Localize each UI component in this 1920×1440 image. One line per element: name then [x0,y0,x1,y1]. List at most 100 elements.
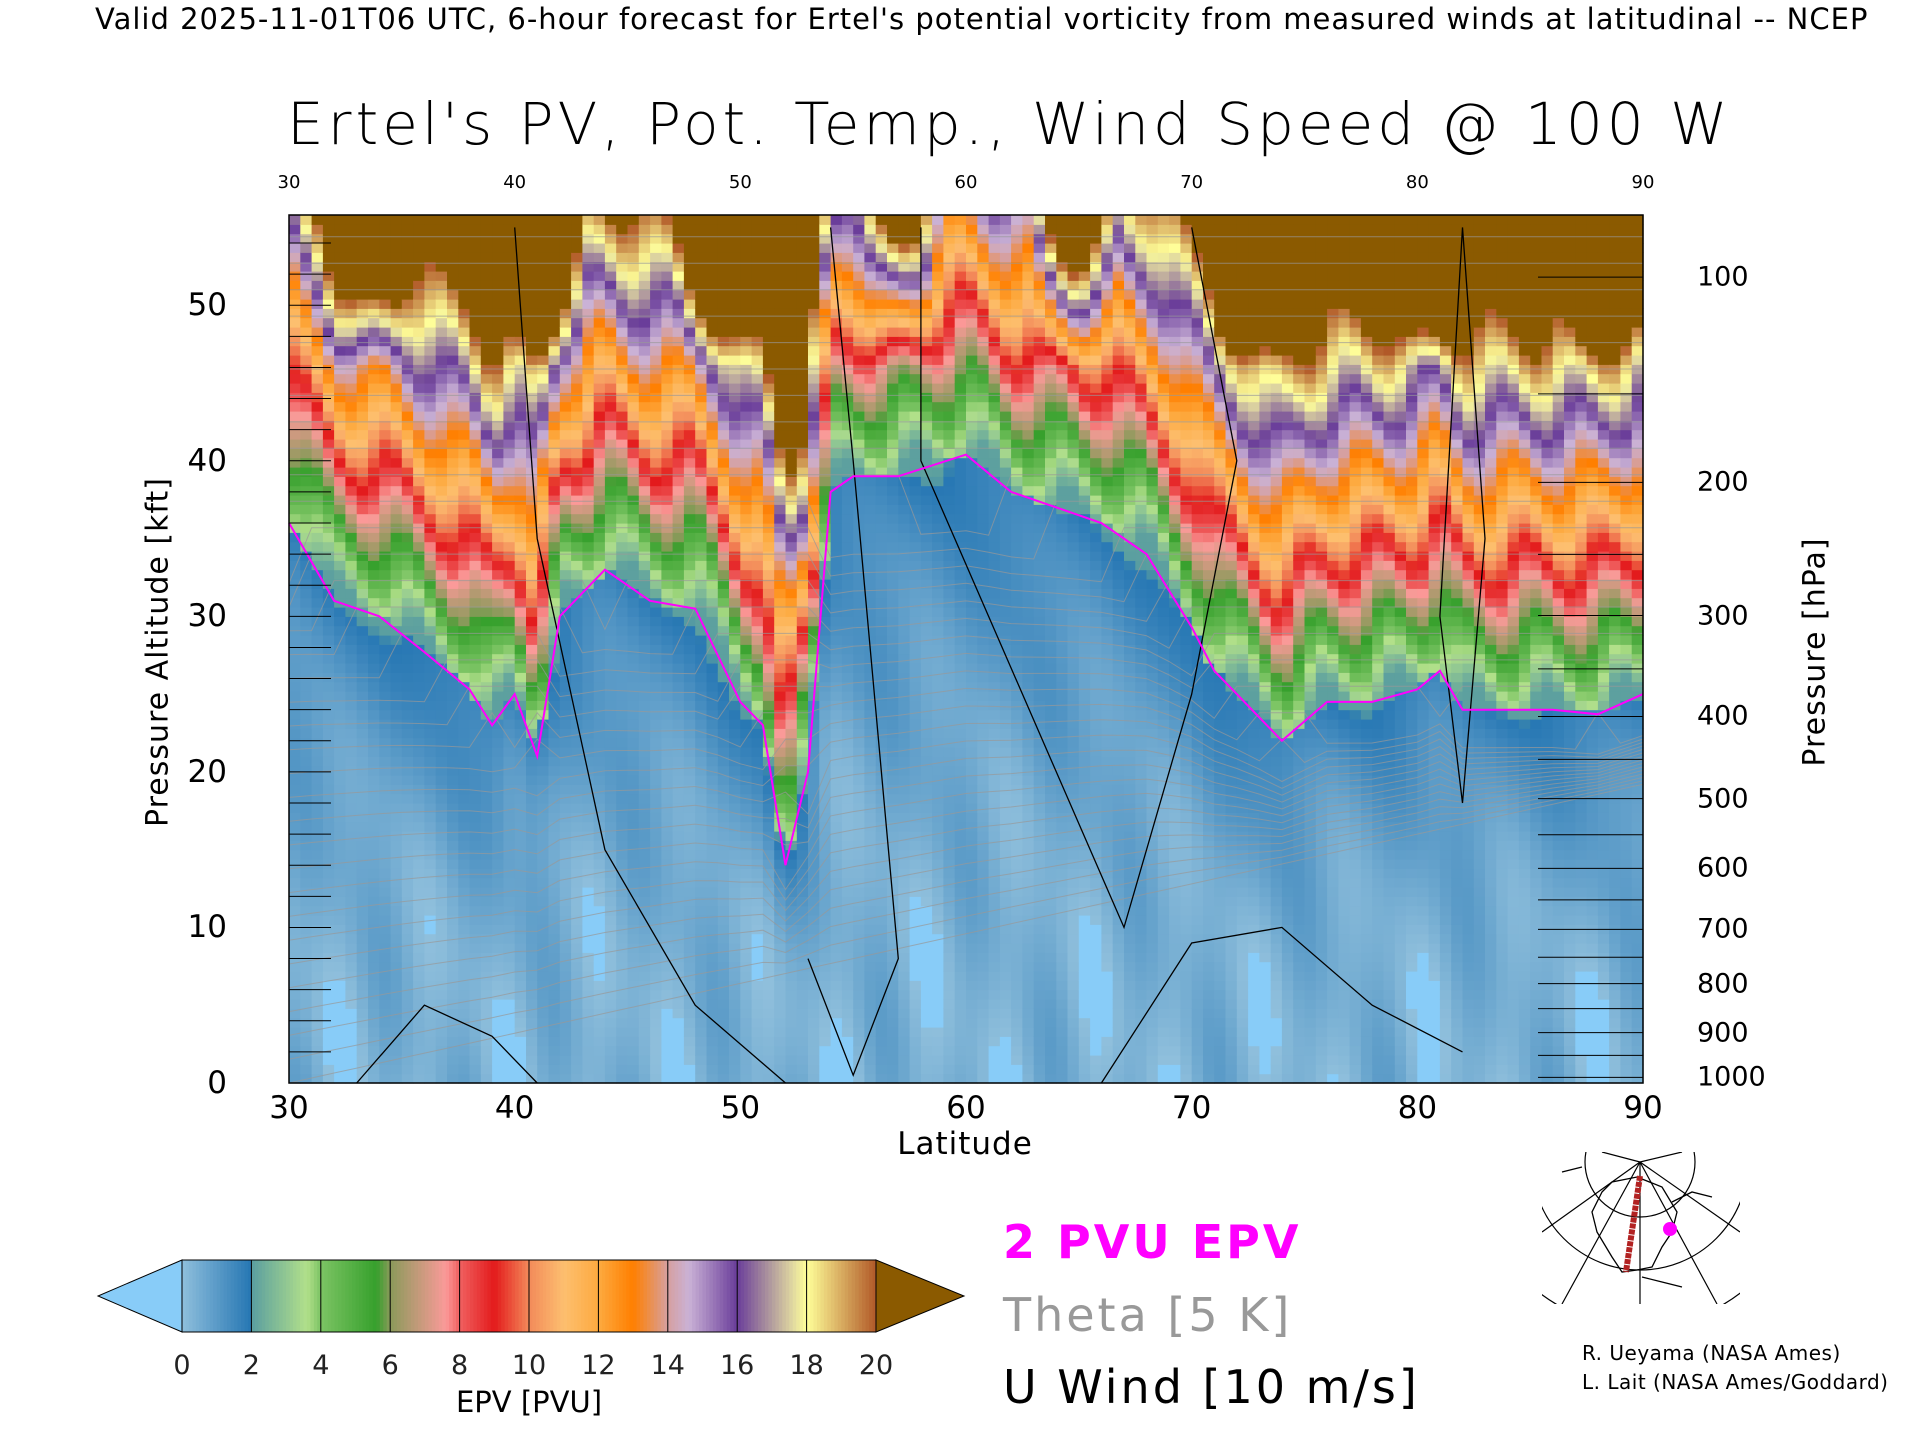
heatmap-cell [492,915,504,925]
heatmap-cell [469,457,482,468]
heatmap-cell [390,327,403,337]
heatmap-cell [751,868,764,879]
heatmap-cell [559,588,572,599]
heatmap-cell [401,887,414,897]
heatmap-cell [638,681,651,692]
heatmap-cell [526,569,538,580]
heatmap-cell [537,476,550,487]
heatmap-cell [356,868,369,879]
heatmap-cell [841,224,854,235]
heatmap-cell [875,625,888,636]
heatmap-cell [571,485,583,496]
heatmap-cell [390,887,403,897]
heatmap-cell [571,261,583,272]
heatmap-cell [582,980,595,991]
heatmap-cell [334,756,346,767]
heatmap-cell [548,635,561,645]
heatmap-cell [887,737,899,748]
heatmap-cell [345,243,358,253]
heatmap-cell [695,691,708,701]
heatmap-cell [830,233,843,244]
heatmap-cell [796,709,809,720]
heatmap-cell [447,252,459,263]
heatmap-cell [808,233,820,244]
heatmap-cell [526,803,538,813]
heatmap-cell [458,420,471,431]
heatmap-cell [345,653,358,664]
heatmap-cell [672,784,685,795]
heatmap-cell [616,513,629,524]
heatmap-cell [819,971,832,981]
heatmap-cell [762,373,775,384]
heatmap-cell [672,728,685,739]
heatmap-cell [537,233,550,244]
heatmap-cell [650,1008,662,1019]
heatmap-cell [289,915,301,925]
heatmap-cell [729,765,741,776]
heatmap-cell [289,943,301,953]
heatmap-cell [368,495,380,505]
heatmap-cell [559,737,572,748]
heatmap-cell [695,243,708,253]
heatmap-cell [706,793,719,804]
heatmap-cell [774,243,787,253]
heatmap-cell [661,243,674,253]
heatmap-cell [559,999,572,1009]
heatmap-cell [300,644,313,655]
heatmap-cell [808,653,820,664]
heatmap-cell [683,355,696,365]
heatmap-cell [289,607,301,617]
heatmap-cell [672,1064,685,1075]
heatmap-cell [762,1045,775,1056]
heatmap-cell [526,821,538,832]
heatmap-cell [593,635,606,645]
heatmap-cell [661,887,674,897]
heatmap-cell [469,905,482,916]
heatmap-cell [875,280,888,291]
heatmap-cell [424,952,437,963]
heatmap-cell [447,429,459,440]
heatmap-cell [447,476,459,487]
heatmap-cell [424,607,437,617]
heatmap-cell [853,1008,866,1019]
heatmap-cell [593,411,606,421]
heatmap-cell [683,261,696,272]
heatmap-cell [548,280,561,291]
heatmap-cell [582,355,595,365]
heatmap-cell [300,569,313,580]
heatmap-cell [830,252,843,263]
heatmap-cell [311,597,324,608]
heatmap-cell [672,747,685,757]
heatmap-cell [593,1055,606,1065]
heatmap-cell [819,607,832,617]
heatmap-cell [695,504,708,515]
heatmap-cell [480,429,493,440]
heatmap-cell [887,905,899,916]
heatmap-cell [458,728,471,739]
heatmap-cell [808,859,820,869]
heatmap-cell [469,765,482,776]
heatmap-cell [853,317,866,328]
heatmap-cell [492,392,504,403]
heatmap-cell [424,383,437,393]
heatmap-cell [582,224,595,235]
heatmap-cell [424,495,437,505]
heatmap-cell [289,793,301,804]
heatmap-cell [492,261,504,272]
heatmap-cell [289,336,301,347]
heatmap-cell [627,924,640,935]
heatmap-cell [841,691,854,701]
heatmap-cell [480,896,493,907]
heatmap-cell [875,289,888,300]
heatmap-cell [300,803,313,813]
heatmap-cell [390,588,403,599]
heatmap-cell [356,476,369,487]
heatmap-cell [289,700,301,711]
heatmap-cell [571,457,583,468]
heatmap-cell [864,336,877,347]
heatmap-cell [289,215,301,225]
heatmap-cell [537,840,550,851]
heatmap-cell [537,513,550,524]
heatmap-cell [379,803,392,813]
heatmap-cell [458,299,471,309]
